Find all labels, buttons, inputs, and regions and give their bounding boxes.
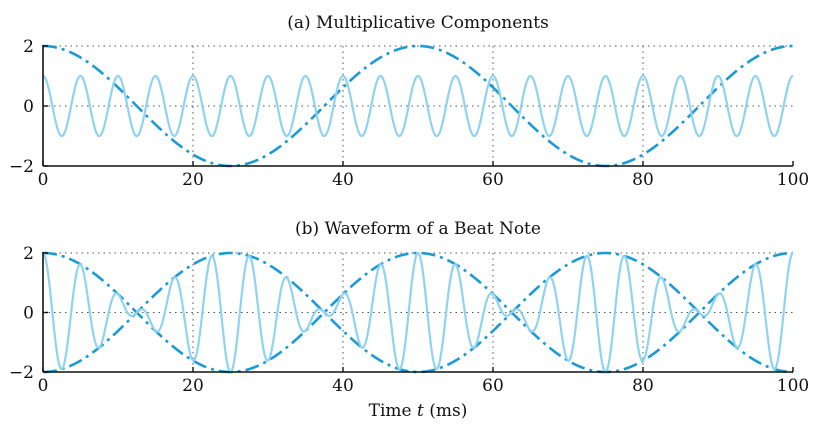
x-tick-label: 20 xyxy=(182,170,204,190)
x-tick-label: 40 xyxy=(332,170,354,190)
x-axis-label-suffix: (ms) xyxy=(424,401,468,421)
x-tick-label: 20 xyxy=(182,376,204,396)
x-tick-label: 100 xyxy=(777,376,809,396)
y-tick-label: 2 xyxy=(23,244,34,264)
y-tick-label: 0 xyxy=(23,304,34,324)
x-axis-label: Time t (ms) xyxy=(369,401,468,421)
x-tick-label: 80 xyxy=(632,376,654,396)
x-tick-label: 60 xyxy=(482,170,504,190)
y-tick-label: −2 xyxy=(9,363,34,383)
x-tick-label: 0 xyxy=(38,170,49,190)
x-axis-label-var: t xyxy=(417,401,424,421)
envelope-line-0 xyxy=(43,44,793,168)
y-tick-label: 2 xyxy=(23,37,34,57)
x-tick-label: 0 xyxy=(38,376,49,396)
x-tick-label: 80 xyxy=(632,170,654,190)
y-tick-label: −2 xyxy=(9,157,34,177)
chart-title: (b) Waveform of a Beat Note xyxy=(295,219,541,239)
chart-title: (a) Multiplicative Components xyxy=(287,13,549,33)
y-tick-label: 0 xyxy=(23,97,34,117)
wave-line-2 xyxy=(42,251,794,374)
x-tick-label: 60 xyxy=(482,376,504,396)
wave-line-1 xyxy=(42,74,794,138)
x-tick-label: 40 xyxy=(332,376,354,396)
x-tick-label: 100 xyxy=(777,170,809,190)
x-axis-label-prefix: Time xyxy=(369,401,417,421)
